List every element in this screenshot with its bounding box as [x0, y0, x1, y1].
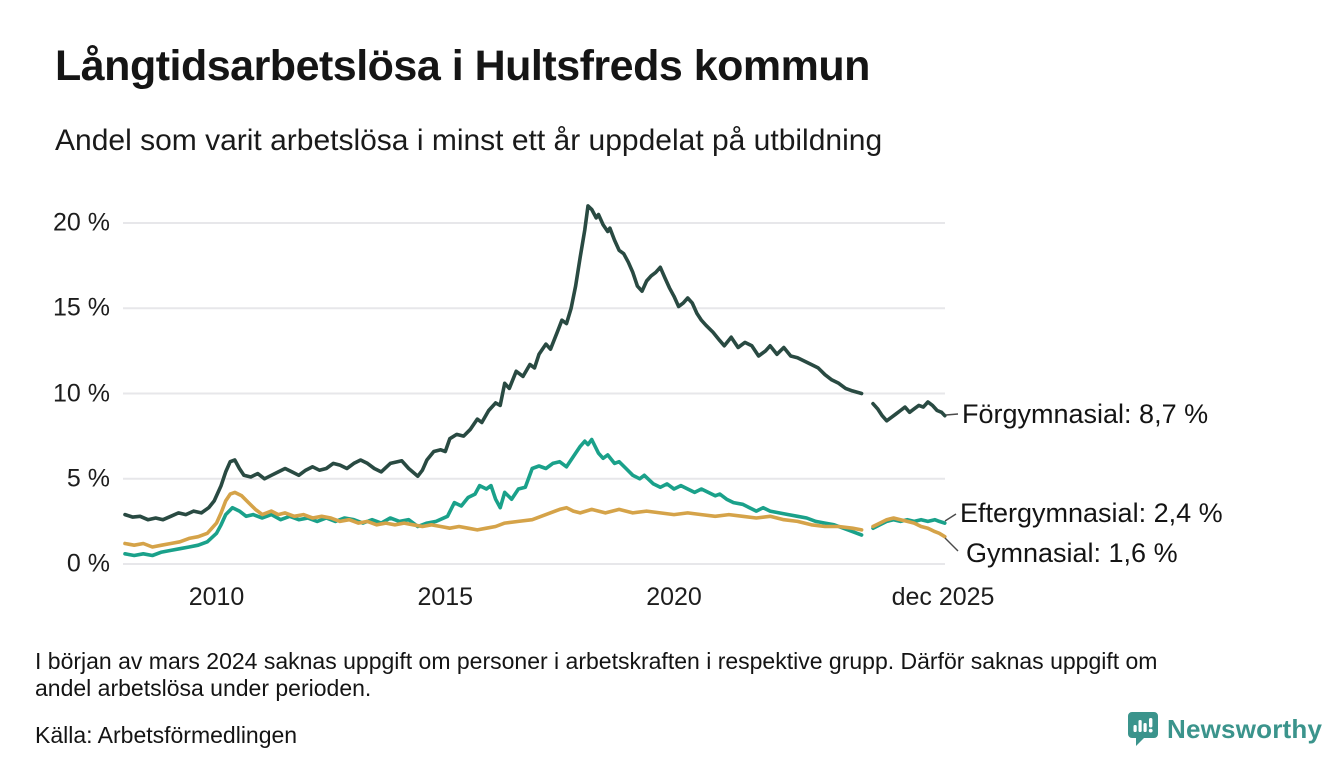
- y-tick-label: 10 %: [53, 379, 110, 407]
- chart-gridlines: [123, 222, 945, 565]
- y-tick-label: 20 %: [53, 208, 110, 237]
- series-end-label-gymnasial: Gymnasial: 1,6 %: [966, 538, 1178, 568]
- series-line-förgymnasial: [123, 204, 864, 522]
- page-subtitle: Andel som varit arbetslösa i minst ett å…: [55, 124, 883, 157]
- series-line-gymnasial: [871, 516, 947, 539]
- leader-line: [944, 537, 959, 552]
- x-tick-label: 2020: [646, 583, 702, 611]
- source-credit: Källa: Arbetsförmedlingen: [35, 722, 298, 748]
- footnote-line-2: andel arbetslösa under perioden.: [35, 675, 372, 701]
- x-tick-label: dec 2025: [891, 583, 995, 611]
- series-line-gymnasial: [123, 490, 864, 549]
- leader-line: [944, 513, 957, 522]
- leader-line: [945, 413, 959, 416]
- footnote-line-1: I början av mars 2024 saknas uppgift om …: [35, 648, 1158, 674]
- newsworthy-wordmark: Newsworthy: [1167, 714, 1323, 744]
- y-tick-label: 5 %: [66, 464, 110, 493]
- chart-series-lines: [123, 204, 947, 558]
- newsworthy-logo: Newsworthy: [1128, 712, 1322, 747]
- newsworthy-icon: [1128, 712, 1158, 747]
- series-line-förgymnasial: [871, 400, 947, 423]
- page-title: Långtidsarbetslösa i Hultsfreds kommun: [55, 42, 870, 90]
- y-tick-label: 15 %: [53, 293, 110, 322]
- series-end-label-forgymnasial: Förgymnasial: 8,7 %: [962, 399, 1209, 429]
- y-tick-label: 0 %: [66, 549, 110, 578]
- series-end-label-eftergymnasial: Eftergymnasial: 2,4 %: [960, 498, 1223, 528]
- series-line-eftergymnasial: [123, 437, 864, 558]
- x-tick-label: 2015: [417, 583, 474, 611]
- label-leader-lines: [944, 413, 959, 552]
- x-tick-label: 2010: [188, 583, 245, 611]
- footnote: I början av mars 2024 saknas uppgift om …: [35, 648, 1295, 702]
